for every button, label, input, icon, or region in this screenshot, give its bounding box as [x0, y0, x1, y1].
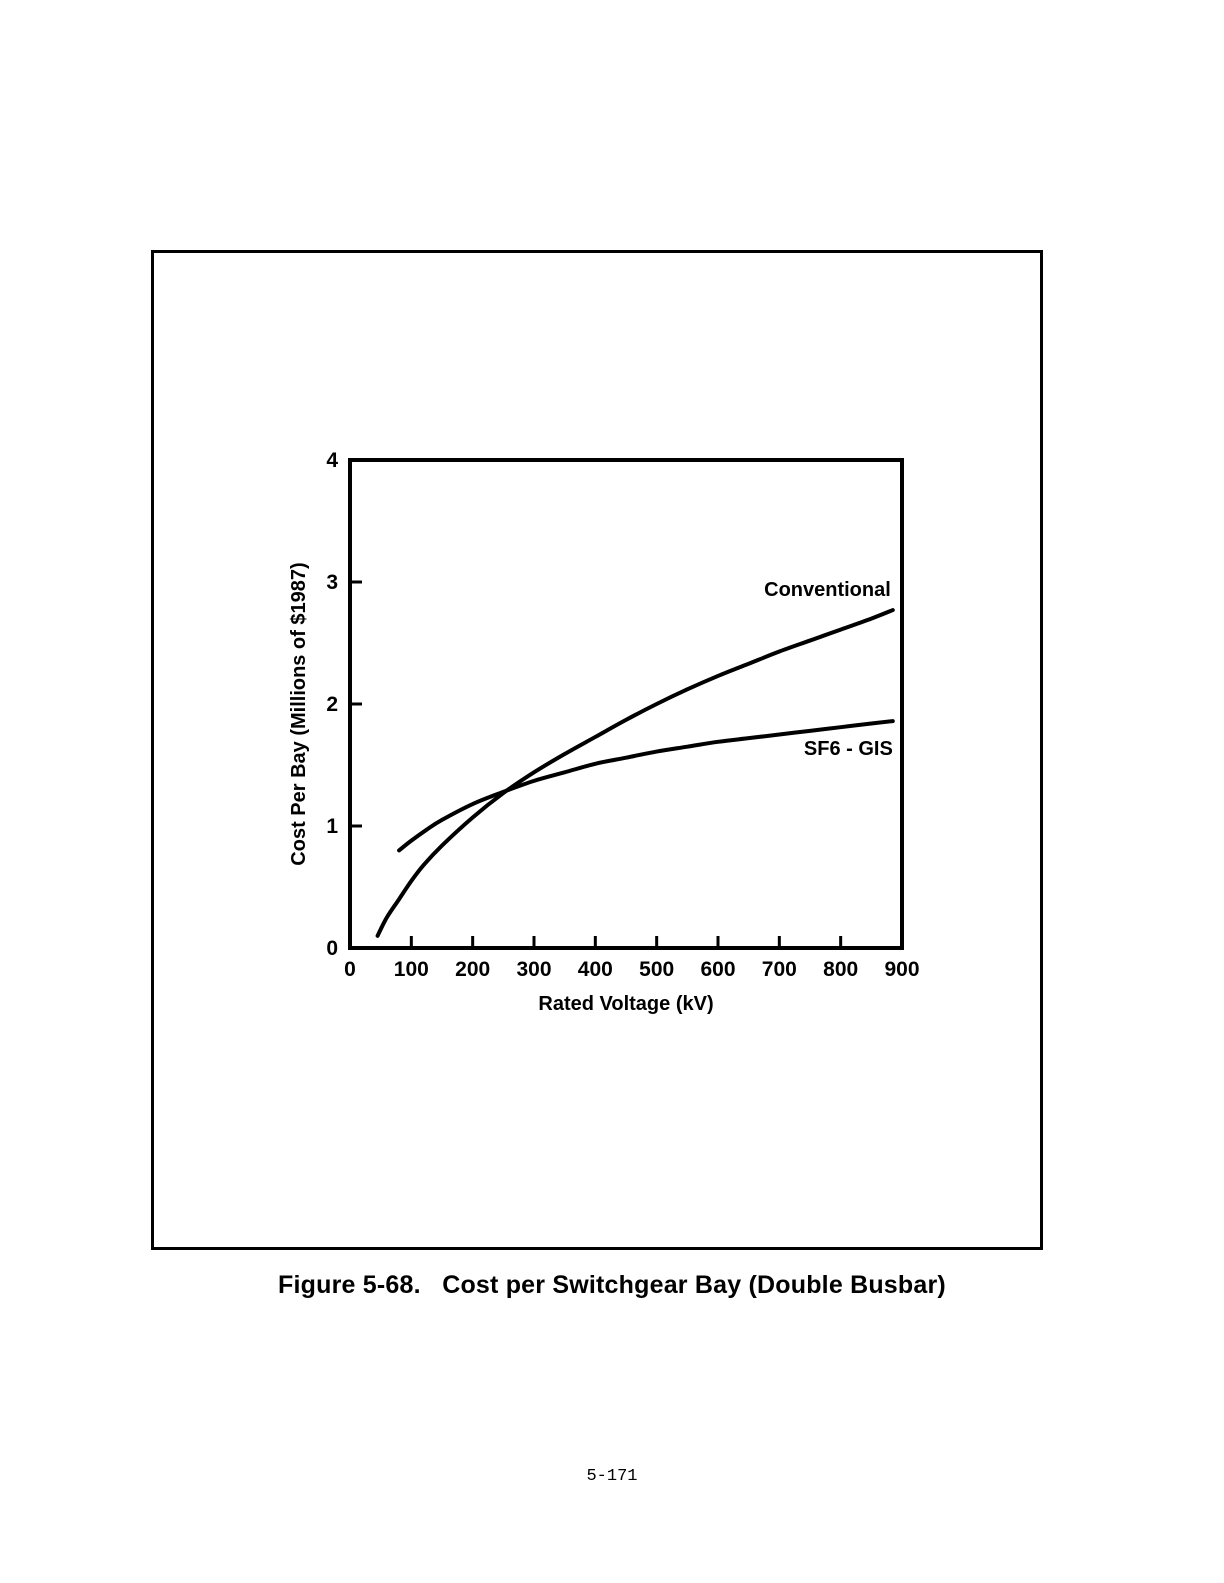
- x-tick-label: 800: [823, 958, 858, 981]
- series-line-conventional: [375, 608, 895, 938]
- series-label: SF6 - GIS: [804, 738, 893, 760]
- x-tick-label: 400: [578, 958, 613, 981]
- y-tick-label: 0: [326, 937, 338, 960]
- page-number: 5-171: [586, 1467, 638, 1486]
- figure-frame: [151, 250, 1043, 1250]
- x-axis-label: Rated Voltage (kV): [538, 993, 713, 1015]
- y-tick-label: 1: [326, 815, 338, 838]
- y-axis-label: Cost Per Bay (Millions of $1987): [288, 562, 310, 865]
- figure-caption: Figure 5-68. Cost per Switchgear Bay (Do…: [278, 1271, 946, 1299]
- y-tick-label: 2: [326, 693, 338, 716]
- plot-area-border: [348, 458, 904, 950]
- x-tick-label: 500: [639, 958, 674, 981]
- x-tick-label: 900: [884, 958, 919, 981]
- y-tick-label: 3: [326, 571, 338, 594]
- y-tick-label: 4: [326, 449, 338, 472]
- series-label: Conventional: [764, 579, 891, 601]
- x-tick-label: 0: [344, 958, 356, 981]
- x-tick-label: 100: [394, 958, 429, 981]
- series-line-sf6-gis: [397, 719, 895, 853]
- x-tick-label: 600: [700, 958, 735, 981]
- x-tick-label: 200: [455, 958, 490, 981]
- x-tick-label: 700: [762, 958, 797, 981]
- x-tick-label: 300: [516, 958, 551, 981]
